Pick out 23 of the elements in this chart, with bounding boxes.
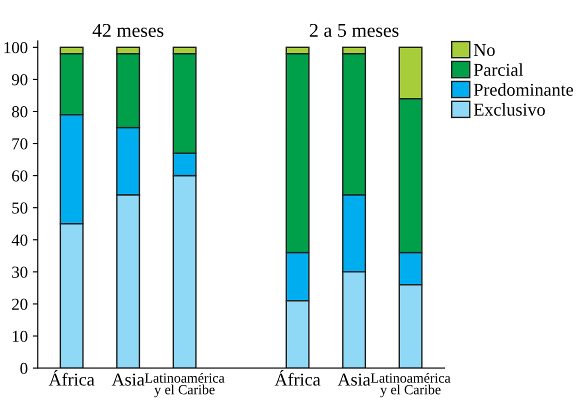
x-tick-label: África xyxy=(274,370,320,386)
legend-label: Parcial xyxy=(474,63,524,76)
x-tick-label: Asia xyxy=(338,374,370,386)
text: 42 meses xyxy=(92,24,164,37)
legend-label: Predominante xyxy=(474,83,574,96)
y-tick-label: 60 xyxy=(12,170,28,182)
y-tick-label: 20 xyxy=(12,298,28,310)
x-tick-label: Latinoamérica y el Caribe xyxy=(144,372,225,398)
y-tick-label: 30 xyxy=(12,266,28,278)
x-tick-label: África xyxy=(48,370,94,386)
y-tick-label: 70 xyxy=(12,138,28,150)
legend-label: Exclusivo xyxy=(474,103,545,116)
y-tick-label: 80 xyxy=(12,106,28,118)
legend-label: No xyxy=(474,44,495,56)
y-tick-label: 50 xyxy=(12,202,28,214)
text: 2 a 5 meses xyxy=(310,24,398,37)
y-tick-label: 10 xyxy=(12,330,28,342)
y-tick-label: 100 xyxy=(4,42,28,54)
y-tick-label: 0 xyxy=(20,362,28,374)
x-tick-label: Latinoamérica y el Caribe xyxy=(370,372,450,398)
y-tick-label: 90 xyxy=(12,74,28,86)
y-tick-label: 40 xyxy=(12,234,28,246)
x-tick-label: Asia xyxy=(112,374,144,386)
